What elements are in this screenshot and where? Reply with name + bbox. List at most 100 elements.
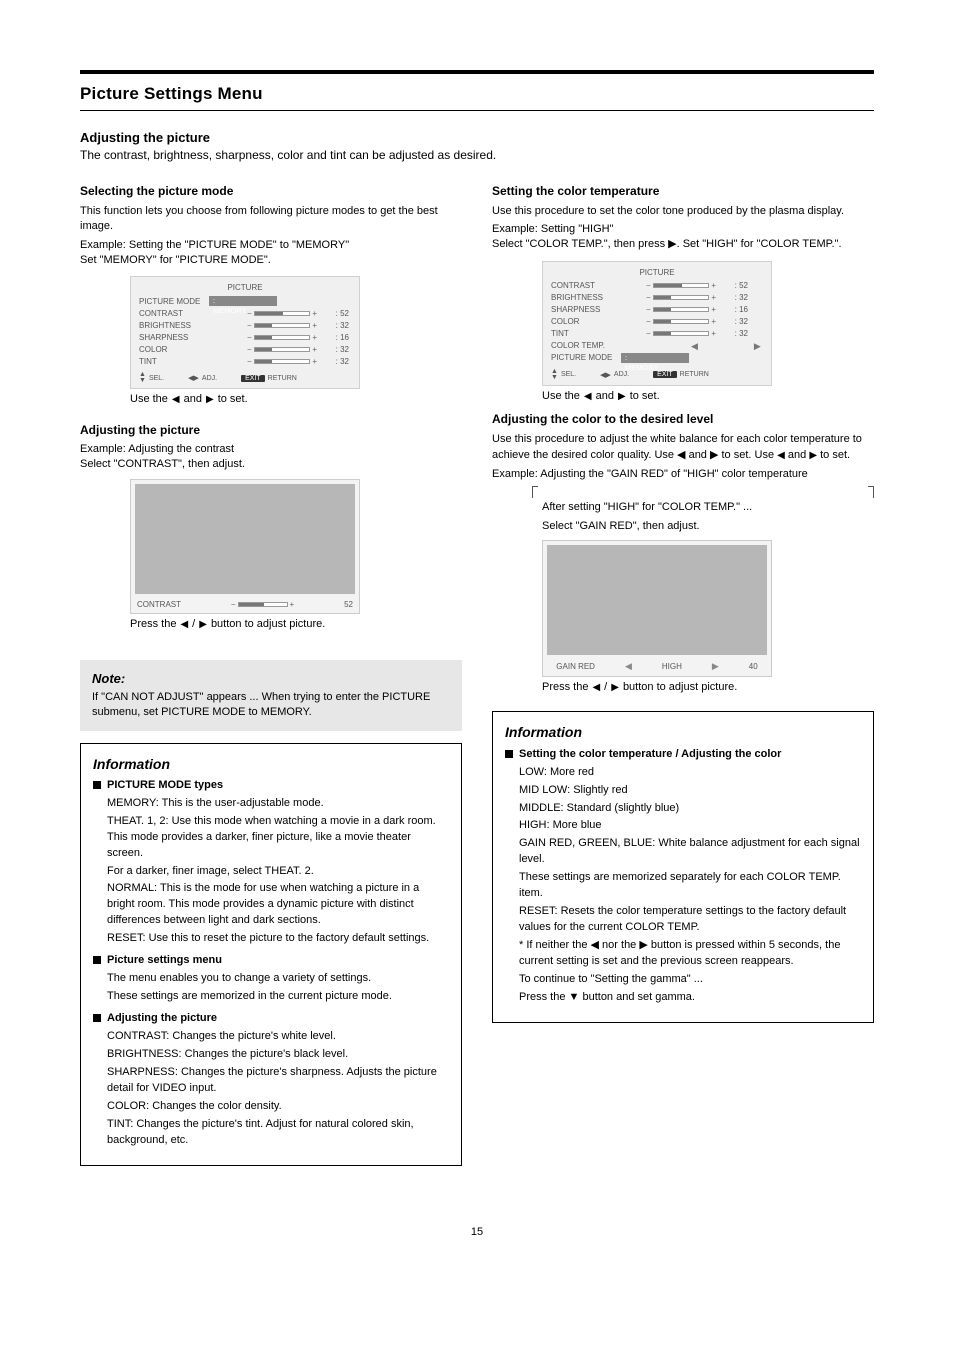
osd2-row-contrast: CONTRAST−+: 52 [551, 280, 763, 292]
note-body: If "CAN NOT ADJUST" appears ... When try… [92, 690, 450, 721]
preview-image-placeholder [135, 484, 355, 594]
triangle-left-icon [777, 449, 785, 461]
left-sub1-body-text: This function lets you choose from follo… [80, 204, 462, 235]
intro-heading: Adjusting the picture [80, 129, 874, 147]
left-sub2: Adjusting the picture [80, 423, 462, 437]
osd2-row-brightness: BRIGHTNESS−+: 32 [551, 292, 763, 304]
minus-icon: − [646, 329, 651, 338]
left-column: Selecting the picture mode This function… [80, 184, 462, 1166]
right-sub2: Adjusting the color to the desired level [492, 412, 874, 426]
info-item-line: THEAT. 1, 2: Use this mode when watching… [107, 814, 449, 862]
intro: Adjusting the picture The contrast, brig… [80, 129, 874, 164]
nav-leftright-icon: ◀▶ [600, 371, 611, 379]
left-sub1-body: This function lets you choose from follo… [80, 204, 462, 235]
intro-body: The contrast, brightness, sharpness, col… [80, 147, 874, 164]
note-title: Note: [92, 670, 450, 688]
triangle-right-icon: ▶ [754, 341, 761, 352]
osd2-row-tint: TINT−+: 32 [551, 328, 763, 340]
osd2-pm-label: PICTURE MODE [551, 353, 621, 362]
info-item-heading: Picture settings menu [107, 953, 449, 969]
sel-gain-red: Select "GAIN RED", then adjust. [542, 519, 874, 534]
left-example-2: Example: Adjusting the contrast [80, 443, 462, 455]
use-lr-1: Use theandto set. [130, 393, 462, 405]
square-bullet-icon [505, 750, 513, 758]
preview2-value: 40 [749, 662, 758, 671]
info-item-heading: PICTURE MODE types [107, 778, 449, 794]
osd1-picture-mode-row: PICTURE MODE : MEMORY [139, 295, 351, 307]
triangle-left-icon [625, 661, 632, 672]
minus-icon: − [247, 321, 252, 330]
triangle-right-icon [611, 681, 619, 693]
osd2-ct-label: COLOR TEMP. [551, 341, 621, 350]
osd2-title: PICTURE [551, 268, 763, 277]
info-item-line: * If neither the ◀ nor the ▶ button is p… [519, 938, 861, 970]
osd1-row-sharpness: SHARPNESS−+: 16 [139, 331, 351, 343]
preview1-label: CONTRAST [137, 600, 181, 609]
right-sub1: Setting the color temperature [492, 184, 874, 198]
osd-picture-1: PICTURE PICTURE MODE : MEMORY CONTRAST−+… [130, 276, 360, 389]
osd1-pm-value: : MEMORY [209, 296, 277, 306]
page: Picture Settings Menu Adjusting the pict… [0, 0, 954, 1278]
right-set-high: Select "COLOR TEMP.", then press ▶. Set … [492, 237, 874, 252]
osd1-row-contrast: CONTRAST−+: 52 [139, 307, 351, 319]
osd1-row-brightness: BRIGHTNESS−+: 32 [139, 319, 351, 331]
info-item: Setting the color temperature / Adjustin… [505, 747, 861, 1008]
nav-updown-icon: ▲▼ [139, 372, 146, 384]
info-box-left: Information PICTURE MODE typesMEMORY: Th… [80, 743, 462, 1166]
triangle-left-icon [172, 393, 180, 405]
info-item-line: The menu enables you to change a variety… [107, 971, 449, 987]
minus-icon: − [646, 305, 651, 314]
nav-updown-icon: ▲▼ [551, 369, 558, 381]
osd-picture-2: PICTURE CONTRAST−+: 52BRIGHTNESS−+: 32SH… [542, 261, 772, 386]
preview1-value: 52 [344, 600, 353, 609]
info-box-right: Information Setting the color temperatur… [492, 711, 874, 1022]
info-item-line: CONTRAST: Changes the picture's white le… [107, 1029, 449, 1045]
osd2-row-color: COLOR−+: 32 [551, 316, 763, 328]
info-item-heading: Adjusting the picture [107, 1011, 449, 1027]
after-set-high: After setting "HIGH" for "COLOR TEMP." .… [542, 500, 874, 515]
triangle-left-icon [592, 681, 600, 693]
info-item-line: GAIN RED, GREEN, BLUE: White balance adj… [519, 836, 861, 868]
triangle-right-icon [712, 661, 719, 672]
osd1-row-tint: TINT−+: 32 [139, 355, 351, 367]
osd2-row-sharpness: SHARPNESS−+: 16 [551, 304, 763, 316]
minus-icon: − [247, 333, 252, 342]
info-item-line: TINT: Changes the picture's tint. Adjust… [107, 1117, 449, 1149]
section-title: Picture Settings Menu [80, 84, 874, 104]
info-item-line: HIGH: More blue [519, 818, 861, 834]
square-bullet-icon [93, 781, 101, 789]
preview-gain-red: GAIN RED HIGH 40 [542, 540, 772, 677]
info-item-line: For a darker, finer image, select THEAT.… [107, 864, 449, 880]
info-item-line: These settings are memorized separately … [519, 870, 861, 902]
info-item-heading: Setting the color temperature / Adjustin… [519, 747, 861, 763]
osd1-row-color: COLOR−+: 32 [139, 343, 351, 355]
info-item-line: Press the ▼ button and set gamma. [519, 990, 861, 1006]
minus-icon: − [646, 293, 651, 302]
minus-icon: − [247, 309, 252, 318]
minus-icon: − [247, 345, 252, 354]
right-example-1: Example: Setting "HIGH" [492, 223, 874, 235]
bracket-connector [532, 486, 874, 500]
page-number: 15 [80, 1226, 874, 1238]
use-lr-2a: Use theandto set. [542, 390, 874, 402]
preview1-bar [238, 602, 288, 607]
info-item-line: NORMAL: This is the mode for use when wa… [107, 881, 449, 929]
left-example-1: Example: Setting the "PICTURE MODE" to "… [80, 239, 462, 251]
triangle-right-icon [618, 390, 626, 402]
triangle-right-icon [206, 393, 214, 405]
preview-image-placeholder [547, 545, 767, 655]
info-item: Picture settings menu The menu enables yo… [93, 953, 449, 1007]
right-sub2-body: Use this procedure to adjust the white b… [492, 432, 874, 464]
minus-icon: − [231, 600, 236, 609]
minus-icon: − [646, 317, 651, 326]
osd1-pm-label: PICTURE MODE [139, 297, 209, 306]
info-item-line: LOW: More red [519, 765, 861, 781]
osd2-colortemp-row: COLOR TEMP. ◀▶ [551, 340, 763, 352]
right-sub1-body: Use this procedure to set the color tone… [492, 204, 874, 219]
left-sub1: Selecting the picture mode [80, 184, 462, 198]
info-item-line: These settings are memorized in the curr… [107, 989, 449, 1005]
thin-rule [80, 110, 874, 111]
info-item: Adjusting the picture CONTRAST: Changes t… [93, 1011, 449, 1151]
info-item-line: SHARPNESS: Changes the picture's sharpne… [107, 1065, 449, 1097]
info-item-line: MIDDLE: Standard (slightly blue) [519, 801, 861, 817]
